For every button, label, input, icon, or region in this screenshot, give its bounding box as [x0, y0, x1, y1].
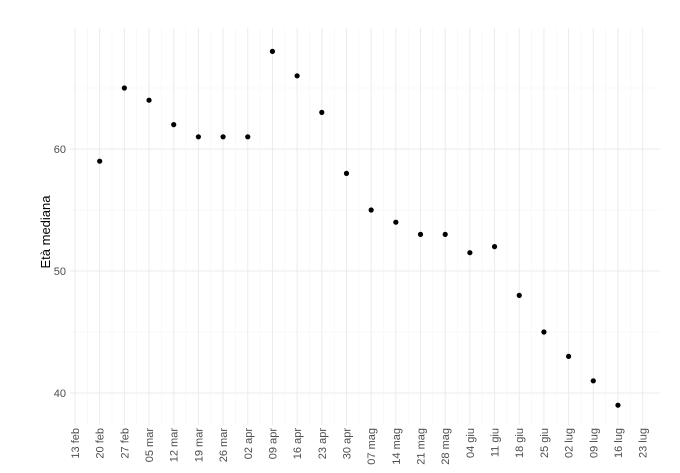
y-axis-ticks: 40 50 60	[54, 144, 66, 400]
y-tick-label: 40	[54, 388, 66, 400]
data-point	[146, 97, 152, 103]
data-point	[245, 134, 251, 140]
x-tick-label: 27 feb	[119, 428, 131, 459]
data-point	[171, 122, 177, 128]
data-point	[294, 73, 300, 79]
data-point	[491, 244, 498, 250]
y-axis-label: Età mediana	[38, 195, 53, 269]
data-point	[269, 48, 276, 55]
x-tick-label: 20 feb	[95, 428, 107, 459]
data-point	[590, 378, 596, 384]
data-point	[442, 231, 448, 237]
x-tick-label: 04 giu	[465, 428, 477, 458]
y-tick-label: 50	[54, 266, 66, 278]
x-tick-label: 26 mar	[218, 428, 230, 463]
x-tick-label: 11 giu	[490, 428, 502, 457]
x-tick-label: 02 apr	[243, 428, 255, 460]
x-tick-label: 25 giu	[539, 428, 551, 458]
x-tick-label: 05 mar	[144, 428, 156, 463]
x-tick-label: 23 apr	[317, 428, 329, 460]
data-point	[566, 353, 572, 359]
x-tick-label: 19 mar	[193, 428, 205, 463]
data-point	[615, 402, 621, 408]
data-point	[467, 250, 473, 256]
data-point	[343, 170, 350, 176]
data-point	[220, 134, 226, 140]
y-tick-label: 60	[54, 144, 66, 156]
x-tick-label: 16 lug	[613, 428, 625, 458]
x-tick-label: 09 lug	[588, 428, 600, 458]
x-tick-label: 18 giu	[514, 428, 526, 458]
data-points	[97, 48, 621, 408]
x-tick-label: 23 lug	[638, 428, 650, 458]
x-tick-label: 12 mar	[169, 428, 181, 463]
data-point	[97, 158, 103, 164]
x-tick-label: 09 apr	[267, 428, 279, 460]
x-tick-label: 28 mag	[440, 428, 452, 465]
x-tick-label: 21 mag	[416, 428, 428, 465]
x-tick-label: 02 lug	[564, 428, 576, 458]
data-point	[368, 207, 374, 213]
data-point	[319, 109, 325, 115]
data-point	[417, 231, 424, 237]
x-tick-label: 07 mag	[366, 428, 378, 465]
x-tick-label: 30 apr	[341, 428, 353, 460]
x-axis-ticks: 13 feb 20 feb 27 feb 05 mar 12 mar 19 mar 26 m…	[70, 428, 650, 465]
data-point	[541, 329, 547, 335]
data-point	[516, 292, 522, 298]
data-point	[393, 219, 399, 225]
data-point	[195, 134, 201, 140]
x-tick-label: 13 feb	[70, 428, 82, 459]
data-point	[121, 85, 127, 91]
x-tick-label: 16 apr	[292, 428, 304, 460]
x-tick-label: 14 mag	[391, 428, 403, 465]
grid-lines	[70, 28, 660, 425]
